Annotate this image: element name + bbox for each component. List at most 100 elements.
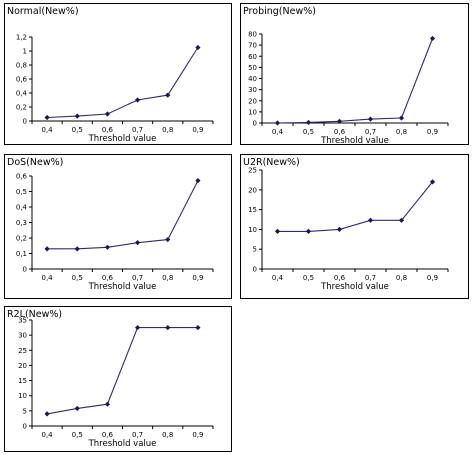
- dos-x-tick-label: 0,8: [162, 274, 173, 282]
- probing-series-line: [277, 38, 434, 124]
- u2r-x-axis-label: Threshold value: [320, 282, 389, 292]
- probing-y-tick-label: 10: [248, 108, 257, 116]
- dos-data-point: [104, 244, 111, 250]
- dos-y-tick-label: 0: [23, 266, 27, 274]
- normal-y-tick-label: 0,4: [16, 90, 28, 98]
- chart-u2r: U2R(New%) 0 5 10 15 20 25 0,4 0,5 0,6 0,7 0,8 0,9 Thr…: [240, 154, 469, 299]
- normal-panel-frame: [4, 3, 232, 145]
- r2l-data-point: [134, 324, 141, 331]
- dos-x-tick-label: 0,5: [72, 274, 83, 282]
- probing-data-point: [398, 115, 405, 121]
- u2r-chart-title: U2R(New%): [243, 157, 300, 168]
- chart-dos: DoS(New%) 0 0,1 0,2 0,3 0,4 0,5 0,6 0,4 0,5 0,6 0,7…: [4, 154, 232, 299]
- r2l-panel-frame: [4, 306, 232, 452]
- r2l-x-tick-label: 0,4: [42, 431, 54, 439]
- u2r-data-point: [367, 217, 374, 223]
- normal-x-tick-label: 0,6: [102, 126, 114, 134]
- probing-y-tick-label: 60: [248, 53, 257, 61]
- probing-data-point: [367, 116, 374, 122]
- normal-y-tick-label: 1,2: [16, 34, 27, 42]
- r2l-data-point: [195, 324, 201, 331]
- u2r-x-tick-label: 0,7: [365, 274, 376, 282]
- probing-data-point: [429, 35, 436, 42]
- u2r-y-tick-label: 20: [248, 186, 257, 194]
- dos-x-tick-label: 0,4: [42, 274, 54, 282]
- u2r-data-point: [305, 228, 312, 234]
- probing-x-tick-label: 0,4: [272, 128, 284, 136]
- normal-y-tick-label: 1: [23, 48, 27, 56]
- dos-y-tick-label: 0,2: [16, 235, 27, 243]
- r2l-data-point: [44, 411, 50, 417]
- dos-x-tick-label: 0,7: [132, 274, 143, 282]
- probing-x-axis-label: Threshold value: [320, 136, 389, 146]
- r2l-x-axis-label: Threshold value: [88, 439, 157, 449]
- r2l-y-tick-label: 30: [18, 332, 27, 340]
- u2r-y-tick-label: 25: [248, 167, 257, 175]
- u2r-x-tick-label: 0,6: [334, 274, 346, 282]
- probing-x-tick-label: 0,7: [365, 128, 376, 136]
- u2r-panel-frame: [240, 154, 469, 299]
- dos-data-point: [165, 236, 171, 243]
- dos-data-point: [195, 178, 201, 184]
- u2r-x-tick-label: 0,5: [303, 274, 314, 282]
- normal-x-tick-label: 0,4: [42, 126, 54, 134]
- chart-normal: Normal(New%) 0 0,2 0,4 0,6 0,8 1 1,2 0,4 0,5 0,6 0,…: [4, 3, 232, 145]
- probing-x-tick-label: 0,5: [303, 128, 314, 136]
- u2r-y-tick-label: 0: [253, 266, 257, 274]
- normal-x-tick-label: 0,8: [162, 126, 173, 134]
- normal-data-point: [104, 111, 111, 117]
- probing-data-point: [305, 119, 312, 126]
- dos-data-point: [74, 246, 80, 252]
- r2l-y-tick-label: 15: [18, 377, 27, 385]
- normal-data-point: [44, 114, 50, 121]
- probing-data-point: [274, 120, 281, 126]
- normal-x-axis-label: Threshold value: [88, 134, 157, 144]
- probing-y-tick-label: 30: [248, 86, 257, 94]
- normal-chart-title: Normal(New%): [7, 6, 79, 17]
- probing-y-tick-label: 80: [248, 31, 257, 39]
- u2r-y-tick-label: 5: [253, 246, 257, 254]
- dos-y-tick-label: 0,4: [16, 204, 28, 212]
- u2r-series-line: [277, 181, 433, 232]
- dos-x-tick-label: 0,6: [102, 274, 114, 282]
- normal-data-point: [195, 44, 201, 51]
- normal-y-tick-label: 0,2: [16, 104, 27, 112]
- u2r-data-point: [274, 228, 281, 234]
- r2l-x-tick-label: 0,7: [132, 431, 143, 439]
- normal-x-tick-label: 0,5: [72, 126, 83, 134]
- normal-data-point: [74, 113, 80, 119]
- probing-y-tick-label: 20: [248, 97, 257, 105]
- dos-data-point: [134, 240, 141, 246]
- r2l-x-tick-label: 0,5: [72, 431, 83, 439]
- dos-panel-frame: [4, 154, 232, 299]
- r2l-x-tick-label: 0,6: [102, 431, 114, 439]
- r2l-x-tick-label: 0,8: [162, 431, 173, 439]
- r2l-y-tick-label: 0: [23, 423, 27, 431]
- u2r-x-tick-label: 0,4: [272, 274, 284, 282]
- normal-x-tick-label: 0,7: [132, 126, 143, 134]
- dos-y-tick-label: 0,6: [16, 173, 28, 181]
- probing-x-tick-label: 0,6: [334, 128, 346, 136]
- dos-chart-title: DoS(New%): [7, 157, 63, 168]
- r2l-chart-title: R2L(New%): [7, 309, 62, 320]
- dos-series-line: [47, 180, 199, 250]
- u2r-x-tick-label: 0,9: [427, 274, 438, 282]
- u2r-data-point: [398, 217, 405, 223]
- probing-y-tick-label: 50: [248, 64, 257, 72]
- r2l-data-point: [104, 401, 111, 407]
- probing-data-point: [336, 118, 343, 124]
- normal-data-point: [134, 97, 141, 103]
- dos-y-tick-label: 0,5: [16, 188, 27, 196]
- r2l-data-point: [165, 324, 171, 331]
- u2r-data-point: [429, 179, 436, 185]
- probing-chart-title: Probing(New%): [243, 6, 316, 17]
- probing-y-tick-label: 40: [248, 75, 257, 83]
- dos-y-tick-label: 0,3: [16, 219, 27, 227]
- normal-x-tick-label: 0,9: [192, 126, 203, 134]
- dos-data-point: [44, 246, 50, 252]
- r2l-y-tick-label: 25: [18, 347, 27, 355]
- u2r-y-tick-label: 10: [248, 226, 257, 234]
- r2l-series-line: [47, 327, 198, 415]
- probing-x-tick-label: 0,9: [427, 128, 438, 136]
